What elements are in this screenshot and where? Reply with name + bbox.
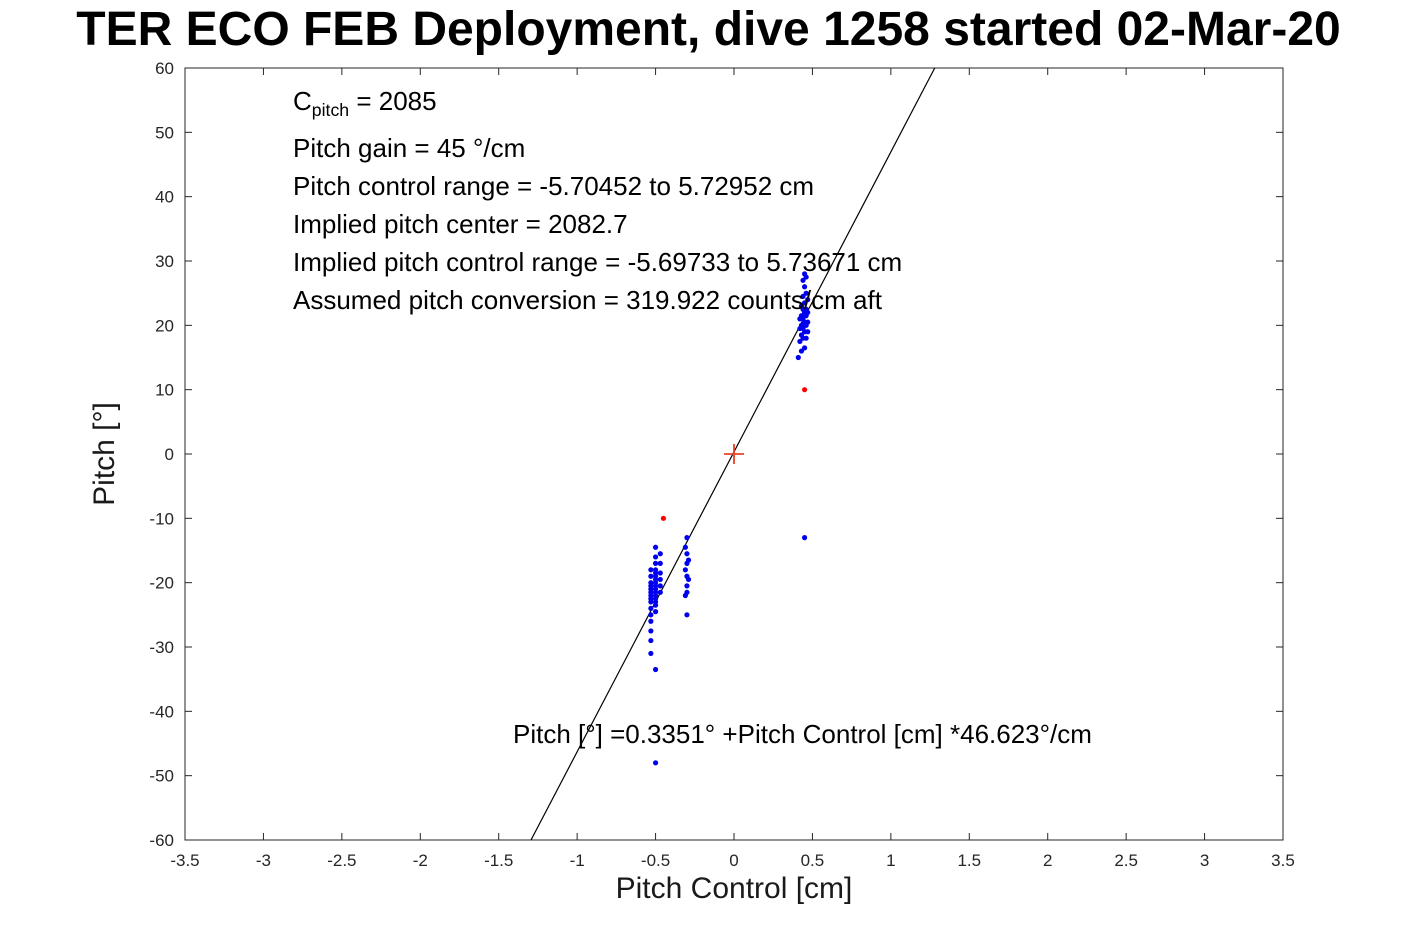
pitch-samples-point [798, 313, 805, 319]
annotation-pitch-gain: Pitch gain = 45 °/cm [293, 133, 526, 164]
flagged-samples-point [660, 515, 667, 521]
annotation-implied-pitch-control-range: Implied pitch control range = -5.69733 t… [293, 247, 903, 278]
y-tick-label: -40 [149, 702, 174, 721]
pitch-samples-point [797, 338, 803, 345]
pitch-samples-point [648, 605, 654, 612]
pitch-samples-point [803, 306, 809, 312]
chart-title: TER ECO FEB Deployment, dive 1258 starte… [76, 3, 1341, 56]
x-tick-label: -2.5 [327, 851, 356, 870]
x-axis-label: Pitch Control [cm] [615, 872, 853, 905]
pitch-samples-point [798, 322, 805, 328]
y-tick-label: -50 [149, 767, 174, 786]
pitch-samples-point [652, 760, 659, 766]
pitch-samples-point [801, 345, 808, 351]
x-tick-label: 0 [729, 851, 738, 870]
pitch-samples-point [648, 650, 654, 657]
x-tick-label: 2 [1043, 851, 1052, 870]
pitch-samples-point [652, 602, 659, 608]
x-tick-label: 2.5 [1114, 851, 1138, 870]
pitch-samples-point [803, 335, 809, 341]
y-tick-label: 50 [155, 123, 174, 142]
annotation-pitch-control-range: Pitch control range = -5.70452 to 5.7295… [293, 171, 815, 202]
pitch-samples-point [657, 589, 663, 595]
annotation-block: Cpitch = 2085 Pitch gain = 45 °/cm Pitch… [293, 82, 902, 319]
pitch-samples-point [657, 576, 663, 583]
annotation-c-pitch-sub: pitch [311, 100, 350, 121]
pitch-samples-point [684, 535, 690, 541]
pitch-samples-point [684, 560, 690, 566]
fit-equation-label: Pitch [°] =0.3351° +Pitch Control [cm] *… [513, 719, 1092, 749]
y-tick-label: 30 [155, 252, 174, 271]
y-tick-label: 40 [155, 188, 174, 207]
pitch-samples-point [684, 583, 690, 589]
annotation-implied-pitch-center: Implied pitch center = 2082.7 [293, 209, 628, 240]
pitch-samples-point [682, 567, 688, 573]
pitch-samples-point [648, 628, 654, 634]
pitch-samples-point [800, 293, 806, 299]
pitch-samples-point [798, 303, 805, 309]
x-tick-label: -0.5 [641, 851, 670, 870]
pitch-samples-point [684, 612, 690, 618]
x-tick-label: 0.5 [801, 851, 825, 870]
pitch-samples-point [648, 599, 654, 605]
y-tick-label: 0 [165, 445, 174, 464]
pitch-samples-point [648, 637, 654, 644]
pitch-samples-point [798, 332, 805, 338]
flagged-samples-point [801, 387, 808, 393]
pitch-samples-point [682, 592, 688, 599]
pitch-samples-point [801, 535, 808, 541]
pitch-samples-point [648, 567, 654, 573]
pitch-samples-point [652, 544, 659, 550]
pitch-samples-point [801, 271, 808, 277]
annotation-c-pitch: Cpitch = 2085 [293, 82, 902, 129]
x-tick-label: -2 [413, 851, 428, 870]
x-tick-label: 1.5 [957, 851, 981, 870]
x-tick-label: 1 [886, 851, 895, 870]
pitch-samples-point [798, 348, 805, 354]
x-tick-label: -3.5 [170, 851, 199, 870]
pitch-samples-point [657, 560, 663, 566]
pitch-samples-point [652, 609, 659, 615]
pitch-samples-point [801, 300, 808, 306]
y-tick-label: -20 [149, 574, 174, 593]
pitch-samples-point [648, 573, 654, 579]
pitch-samples-point [800, 277, 806, 283]
pitch-samples-point [652, 666, 659, 673]
pitch-samples-point [648, 612, 654, 618]
y-tick-label: -60 [149, 831, 174, 850]
y-tick-label: -10 [149, 509, 174, 528]
y-tick-label: 60 [155, 59, 174, 78]
pitch-samples-point [801, 284, 808, 290]
y-tick-label: -30 [149, 638, 174, 657]
y-tick-label: 20 [155, 316, 174, 335]
x-tick-label: -1.5 [484, 851, 513, 870]
pitch-samples-point [652, 554, 659, 560]
y-tick-label: 10 [155, 381, 174, 400]
pitch-samples-point [795, 354, 801, 361]
annotation-c-pitch-rest: = 2085 [349, 86, 437, 116]
pitch-samples-point [657, 570, 663, 576]
x-tick-label: -1 [570, 851, 585, 870]
x-tick-label: 3.5 [1271, 851, 1295, 870]
pitch-samples-point [657, 551, 663, 557]
pitch-samples-point [805, 319, 811, 325]
pitch-samples-point [805, 297, 811, 303]
x-tick-label: -3 [256, 851, 271, 870]
pitch-samples-point [657, 583, 663, 589]
pitch-samples-point [682, 544, 688, 550]
annotation-assumed-pitch-conversion: Assumed pitch conversion = 319.922 count… [293, 285, 882, 316]
pitch-samples-point [652, 560, 659, 566]
pitch-samples-point [685, 576, 692, 583]
pitch-samples-point [803, 290, 809, 296]
y-axis-label: Pitch [°] [88, 402, 121, 506]
pitch-samples-point [805, 329, 811, 335]
annotation-c-pitch-base: C [293, 86, 312, 116]
pitch-samples-point [648, 618, 654, 624]
pitch-samples-point [684, 551, 690, 557]
x-tick-label: 3 [1200, 851, 1209, 870]
